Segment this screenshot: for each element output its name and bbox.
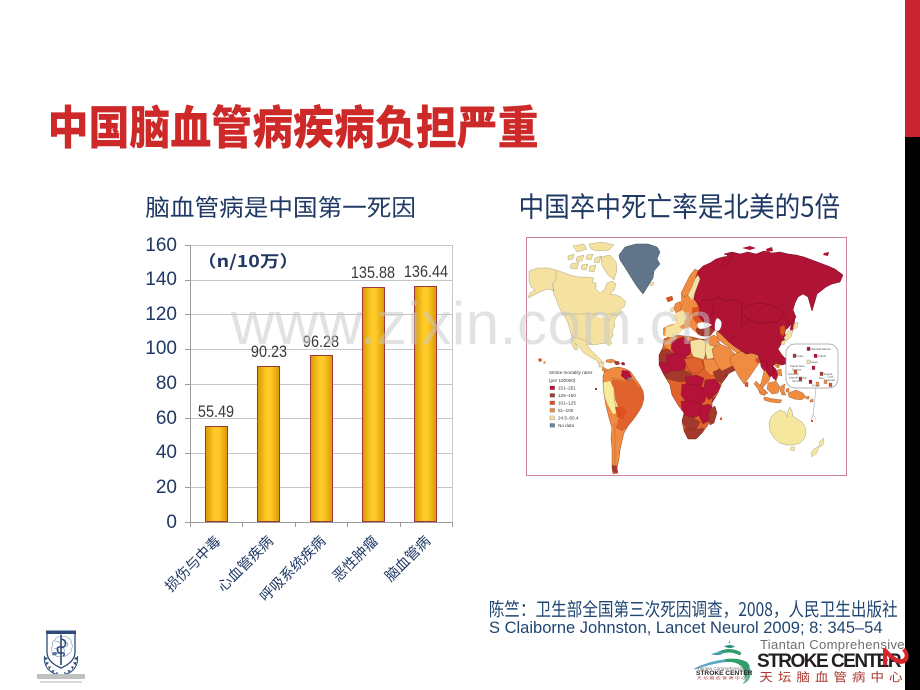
- svg-text:Niue: Niue: [819, 376, 825, 380]
- svg-text:Islands: Islands: [827, 378, 836, 382]
- svg-text:24.5–50.4: 24.5–50.4: [558, 416, 579, 421]
- svg-text:Kiribati: Kiribati: [818, 354, 827, 358]
- svg-text:No data: No data: [558, 423, 575, 428]
- svg-text:(per 100000): (per 100000): [549, 378, 576, 383]
- svg-text:101–125: 101–125: [558, 401, 576, 406]
- svg-text:126–150: 126–150: [558, 393, 576, 398]
- svg-text:Guinea: Guinea: [792, 367, 801, 371]
- svg-text:Fiji: Fiji: [803, 376, 807, 380]
- svg-text:Samoa: Samoa: [824, 372, 833, 376]
- svg-text:Tonga: Tonga: [812, 384, 820, 388]
- svg-text:51–100: 51–100: [558, 408, 574, 413]
- svg-text:Palau: Palau: [797, 354, 805, 358]
- svg-text:Vanuatu: Vanuatu: [792, 379, 803, 383]
- svg-text:Marshall Islands: Marshall Islands: [811, 347, 832, 351]
- svg-text:Islands: Islands: [789, 375, 798, 379]
- svg-text:Cook: Cook: [827, 375, 834, 379]
- svg-text:Nauru: Nauru: [811, 360, 819, 364]
- svg-text:151–251: 151–251: [558, 386, 576, 391]
- svg-text:Papua New: Papua New: [790, 364, 805, 368]
- svg-text:Solomon: Solomon: [788, 372, 799, 376]
- svg-text:Stroke mortality rates: Stroke mortality rates: [549, 370, 593, 375]
